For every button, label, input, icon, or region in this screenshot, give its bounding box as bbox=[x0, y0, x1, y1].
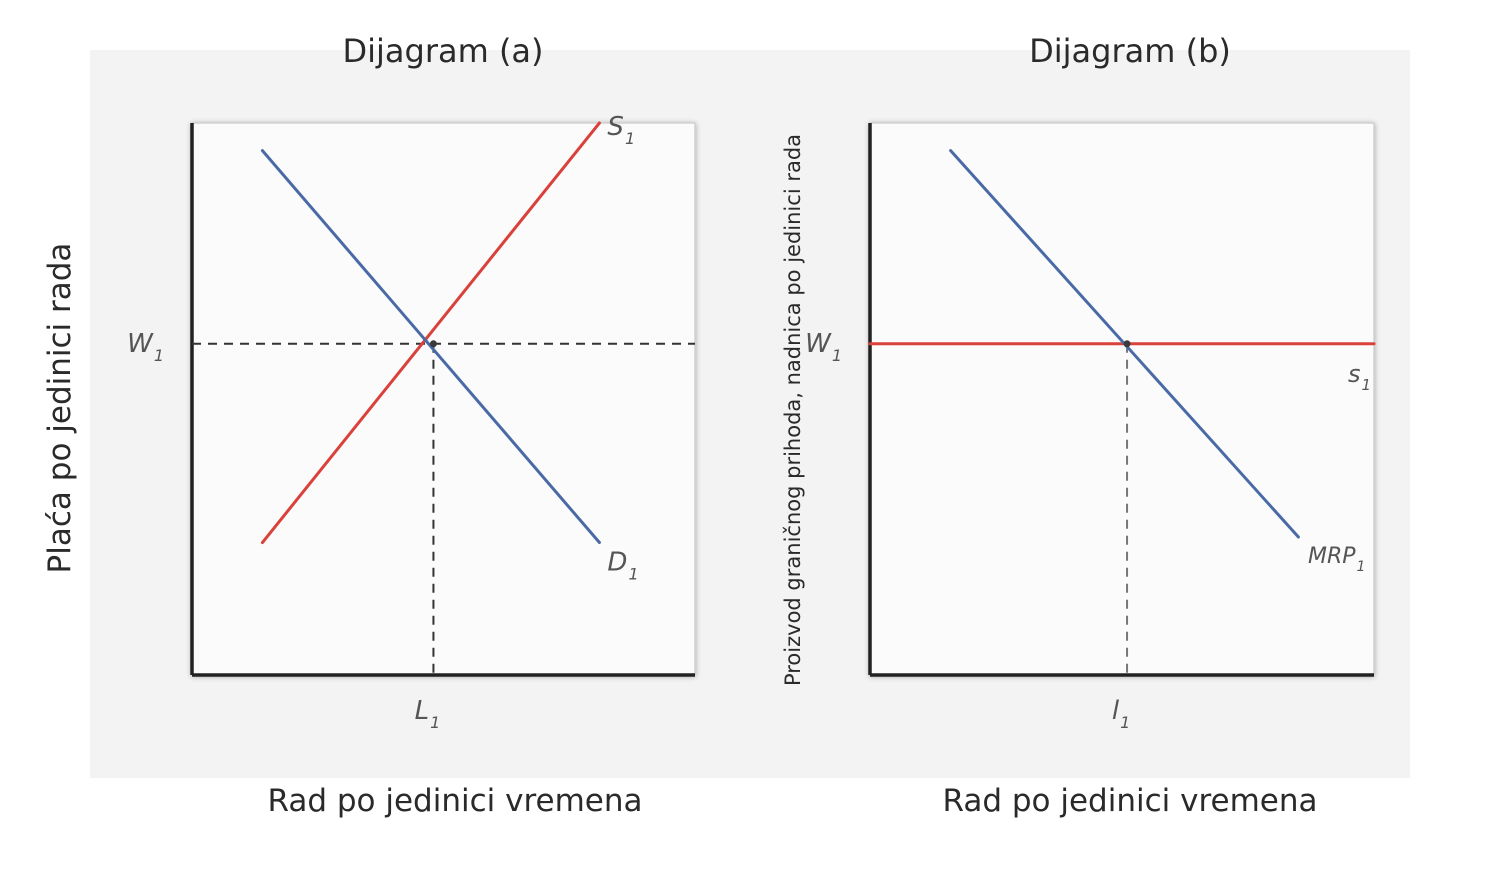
y-tick-label-1: W1 bbox=[805, 329, 842, 365]
series-line-d1 bbox=[260, 149, 601, 545]
chart-a-title: Dijagram (a) bbox=[342, 32, 544, 70]
y-tick-label-0: W1 bbox=[127, 329, 164, 365]
chart-a: S1 D1 W1 L1 bbox=[127, 112, 696, 732]
x-tick-label-0: L1 bbox=[415, 696, 441, 732]
chart-b: s1 MRP1 W1 l1 bbox=[805, 122, 1376, 732]
equilibrium-point-1 bbox=[1123, 340, 1131, 348]
chart-a-x-axis-label: Rad po jedinici vremena bbox=[267, 783, 643, 819]
chart-b-x-axis-label: Rad po jedinici vremena bbox=[942, 783, 1318, 819]
series-line-s1 bbox=[260, 121, 601, 545]
plot-area-1 bbox=[869, 122, 1375, 676]
curve-label-s1: S1 bbox=[607, 112, 635, 148]
x-tick-label-1: l1 bbox=[1112, 696, 1130, 732]
equilibrium-point-0 bbox=[429, 340, 437, 348]
curve-label-d1: D1 bbox=[607, 548, 638, 584]
curve-label-mrp1: MRP1 bbox=[1308, 544, 1365, 575]
curve-label-s1: s1 bbox=[1348, 360, 1371, 394]
chart-b-title: Dijagram (b) bbox=[1029, 32, 1231, 70]
plot-area-0 bbox=[191, 122, 696, 676]
